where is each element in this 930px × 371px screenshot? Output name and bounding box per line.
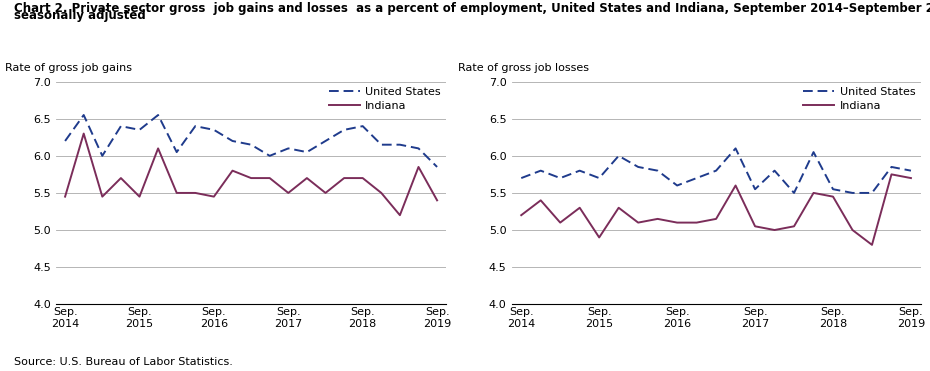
Indiana bbox=[828, 194, 839, 199]
United States bbox=[711, 168, 722, 173]
Indiana bbox=[283, 191, 294, 195]
Indiana bbox=[789, 224, 800, 229]
Indiana bbox=[632, 220, 644, 225]
Indiana bbox=[208, 194, 219, 199]
Indiana bbox=[115, 176, 126, 180]
Indiana bbox=[750, 224, 761, 229]
Indiana bbox=[535, 198, 546, 203]
Indiana bbox=[413, 165, 424, 169]
United States bbox=[535, 168, 546, 173]
United States bbox=[153, 113, 164, 117]
Legend: United States, Indiana: United States, Indiana bbox=[803, 87, 915, 111]
United States bbox=[886, 165, 897, 169]
Indiana bbox=[376, 191, 387, 195]
Indiana bbox=[867, 243, 878, 247]
Indiana bbox=[171, 191, 182, 195]
Indiana bbox=[60, 194, 71, 199]
United States bbox=[613, 154, 624, 158]
Indiana bbox=[515, 213, 526, 217]
United States bbox=[283, 146, 294, 151]
United States bbox=[115, 124, 126, 128]
United States bbox=[828, 187, 839, 191]
United States bbox=[906, 168, 917, 173]
United States bbox=[750, 187, 761, 191]
Indiana bbox=[574, 206, 585, 210]
Text: Chart 2. Private sector gross  job gains and losses  as a percent of employment,: Chart 2. Private sector gross job gains … bbox=[14, 2, 930, 15]
United States bbox=[246, 142, 257, 147]
United States bbox=[339, 128, 350, 132]
Indiana bbox=[78, 131, 89, 136]
United States bbox=[320, 139, 331, 143]
Indiana bbox=[613, 206, 624, 210]
United States bbox=[789, 191, 800, 195]
Line: United States: United States bbox=[521, 148, 911, 193]
United States bbox=[652, 168, 663, 173]
United States bbox=[264, 154, 275, 158]
Indiana bbox=[769, 228, 780, 232]
Indiana bbox=[227, 168, 238, 173]
United States bbox=[208, 128, 219, 132]
Indiana bbox=[264, 176, 275, 180]
United States bbox=[671, 183, 683, 188]
United States bbox=[60, 139, 71, 143]
Indiana bbox=[153, 146, 164, 151]
Indiana bbox=[906, 176, 917, 180]
Indiana bbox=[847, 228, 858, 232]
United States bbox=[301, 150, 312, 154]
Text: Rate of gross job gains: Rate of gross job gains bbox=[5, 63, 132, 73]
Legend: United States, Indiana: United States, Indiana bbox=[328, 87, 441, 111]
Indiana bbox=[730, 183, 741, 188]
Indiana bbox=[394, 213, 405, 217]
United States bbox=[357, 124, 368, 128]
Indiana bbox=[97, 194, 108, 199]
United States bbox=[171, 150, 182, 154]
United States bbox=[769, 168, 780, 173]
Indiana bbox=[691, 220, 702, 225]
United States bbox=[190, 124, 201, 128]
Text: Rate of gross job losses: Rate of gross job losses bbox=[458, 63, 590, 73]
United States bbox=[730, 146, 741, 151]
United States bbox=[593, 176, 604, 180]
United States bbox=[847, 191, 858, 195]
Indiana bbox=[432, 198, 443, 203]
Indiana bbox=[652, 217, 663, 221]
United States bbox=[376, 142, 387, 147]
Indiana bbox=[808, 191, 819, 195]
United States bbox=[413, 146, 424, 151]
United States bbox=[574, 168, 585, 173]
United States bbox=[691, 176, 702, 180]
United States bbox=[394, 142, 405, 147]
Line: Indiana: Indiana bbox=[65, 134, 437, 215]
United States bbox=[867, 191, 878, 195]
Line: Indiana: Indiana bbox=[521, 174, 911, 245]
Indiana bbox=[357, 176, 368, 180]
United States bbox=[97, 154, 108, 158]
United States bbox=[554, 176, 565, 180]
United States bbox=[808, 150, 819, 154]
Indiana bbox=[339, 176, 350, 180]
Indiana bbox=[886, 172, 897, 177]
Text: Source: U.S. Bureau of Labor Statistics.: Source: U.S. Bureau of Labor Statistics. bbox=[14, 357, 232, 367]
Line: United States: United States bbox=[65, 115, 437, 167]
Indiana bbox=[190, 191, 201, 195]
Indiana bbox=[134, 194, 145, 199]
Indiana bbox=[246, 176, 257, 180]
United States bbox=[432, 165, 443, 169]
United States bbox=[515, 176, 526, 180]
Indiana bbox=[711, 217, 722, 221]
Indiana bbox=[671, 220, 683, 225]
United States bbox=[78, 113, 89, 117]
United States bbox=[227, 139, 238, 143]
Text: seasonally adjusted: seasonally adjusted bbox=[14, 9, 146, 22]
United States bbox=[134, 128, 145, 132]
United States bbox=[632, 165, 644, 169]
Indiana bbox=[554, 220, 565, 225]
Indiana bbox=[593, 235, 604, 240]
Indiana bbox=[301, 176, 312, 180]
Indiana bbox=[320, 191, 331, 195]
